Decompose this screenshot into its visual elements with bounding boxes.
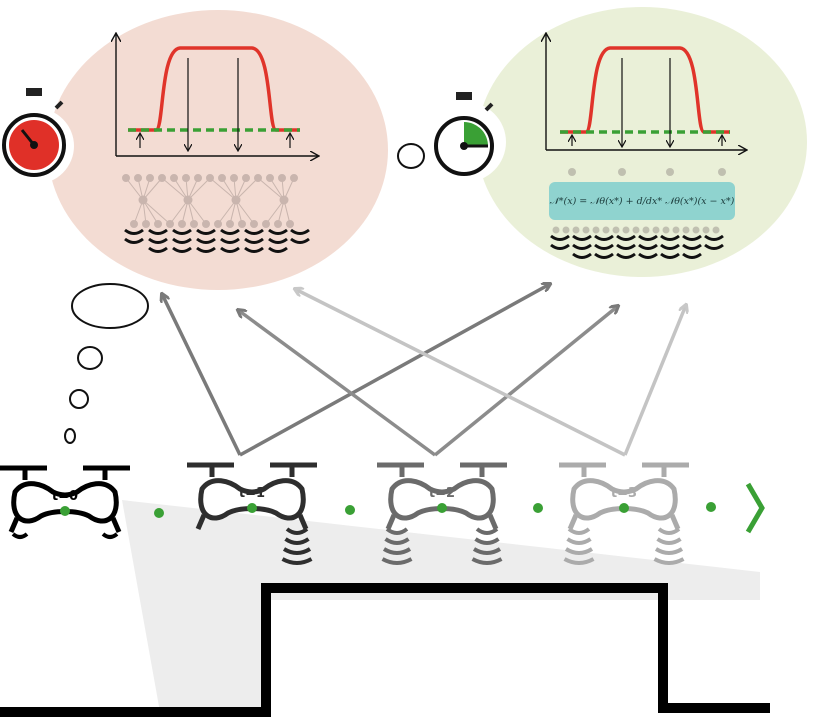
drone-t0: t=0 xyxy=(0,465,130,539)
red-response-curve xyxy=(128,46,300,132)
drone-sequence: t=0 t=1 t=2 t=3 xyxy=(0,462,689,565)
sensor-arcs-fast xyxy=(550,234,724,259)
timestep-separators xyxy=(154,502,716,518)
neural-network-graph xyxy=(122,174,298,228)
drone-time-label: t=3 xyxy=(611,486,637,501)
drone-t2: t=2 xyxy=(377,462,507,565)
drone-t3: t=3 xyxy=(559,462,689,565)
stopwatch-fast-icon xyxy=(434,92,494,176)
thought-link-circle xyxy=(397,143,425,169)
chevron-right-icon xyxy=(745,482,765,534)
drone-time-label: t=1 xyxy=(239,486,265,501)
fast-response-plot xyxy=(546,34,746,176)
thought-bubble-icon xyxy=(64,283,149,444)
drone-time-label: t=2 xyxy=(429,486,455,501)
terrain-step xyxy=(0,583,770,717)
linearization-formula: 𝒩*(x) = 𝒩θ(x*) + d/dx* 𝒩θ(x*)(x − x*) xyxy=(549,182,735,220)
sensor-dots-fast xyxy=(552,226,720,234)
drone-time-label: t=0 xyxy=(52,489,78,504)
drone-t1: t=1 xyxy=(187,462,317,565)
stopwatch-slow-icon xyxy=(2,88,66,177)
slow-response-plot xyxy=(116,34,318,156)
motion-trail xyxy=(122,500,760,712)
sensor-arcs-slow xyxy=(124,228,310,253)
prediction-arrows xyxy=(162,284,686,457)
